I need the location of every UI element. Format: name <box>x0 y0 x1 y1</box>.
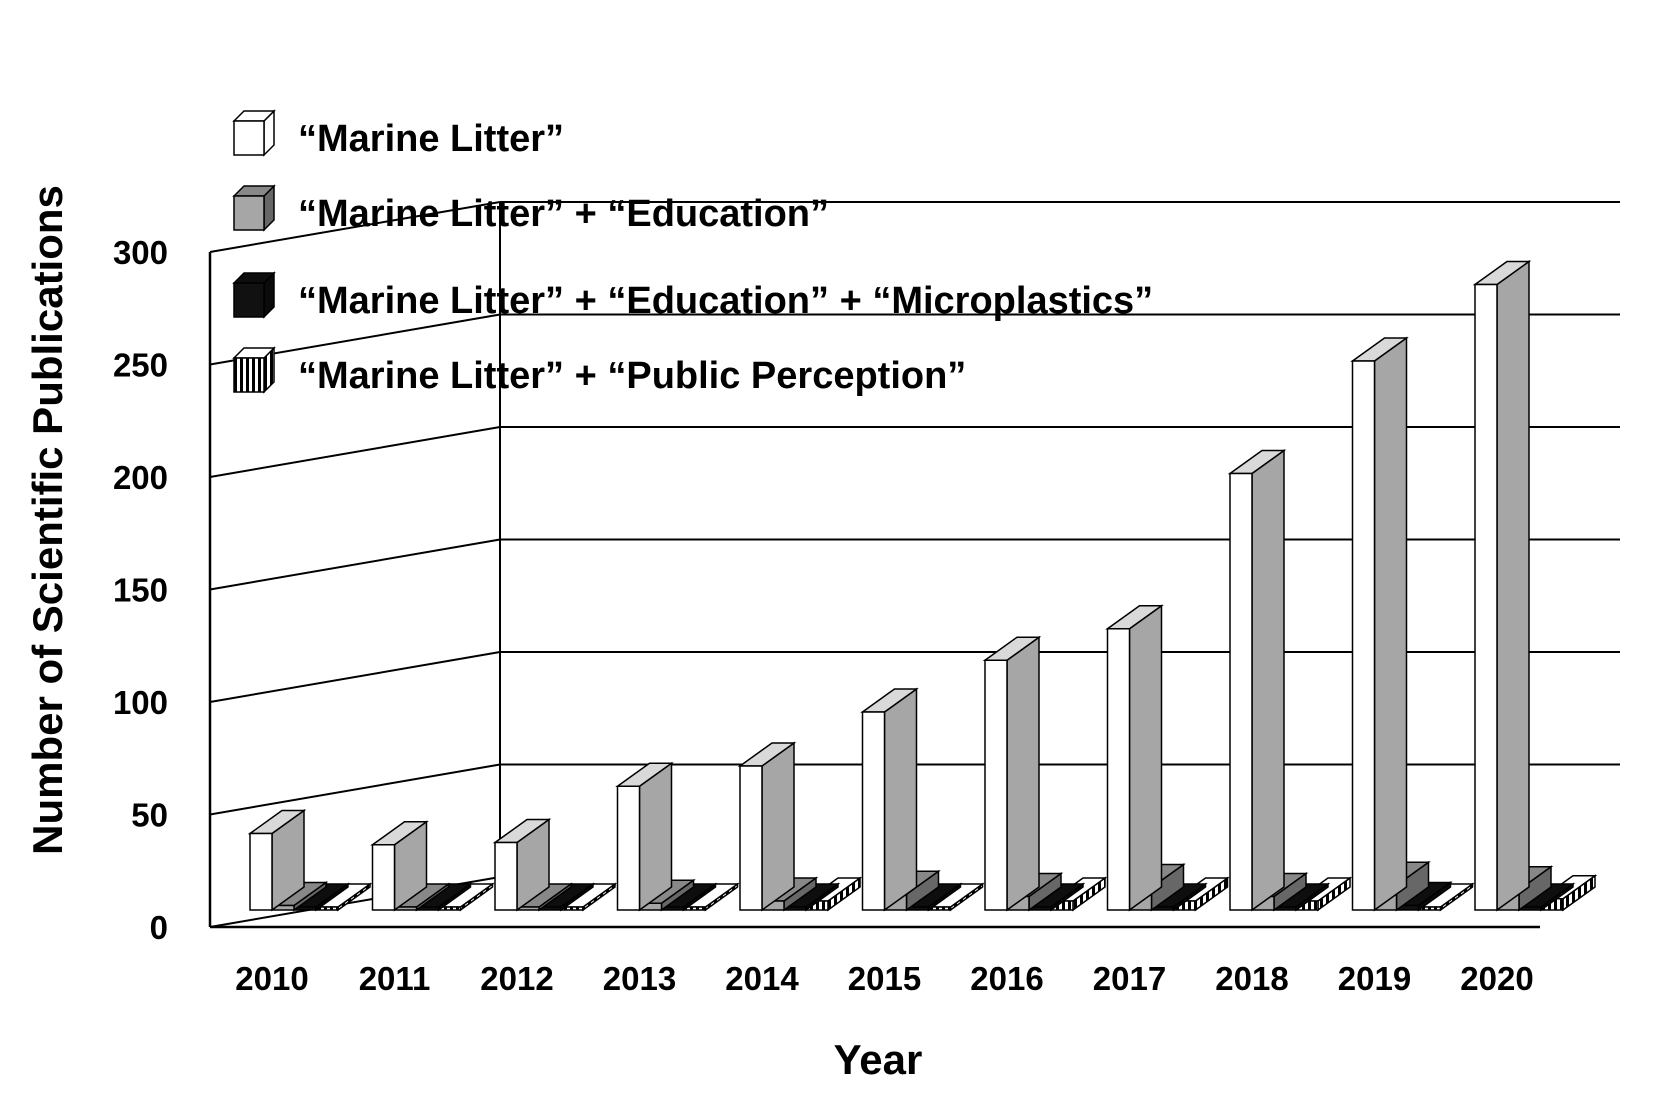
side-gridline <box>209 426 501 478</box>
bar <box>536 882 596 912</box>
side-gridline <box>209 651 501 703</box>
bar <box>514 882 574 912</box>
legend-label: “Marine Litter” + “Education” <box>298 193 829 235</box>
legend-item: “Marine Litter” + “Public Perception” <box>232 346 966 397</box>
legend-label: “Marine Litter” + “Education” + “Micropl… <box>298 280 1153 322</box>
legend-item: “Marine Litter” + “Education” + “Micropl… <box>232 271 1153 322</box>
bar <box>313 882 373 912</box>
y-tick-label: 250 <box>113 347 168 384</box>
bar <box>558 882 618 912</box>
bar <box>1516 882 1576 912</box>
side-gridline <box>209 201 501 253</box>
x-tick-label: 2013 <box>603 960 676 997</box>
bar <box>1227 449 1287 912</box>
x-tick-label: 2015 <box>848 960 921 997</box>
side-gridline <box>209 538 501 591</box>
legend-swatch <box>232 346 276 394</box>
x-tick-label: 2019 <box>1338 960 1411 997</box>
y-tick-label: 200 <box>113 459 168 496</box>
x-tick-labels: 2010 2011 2012 2013 2014 2015 2016 2017 2018 2019… <box>235 960 1533 997</box>
x-axis-title: Year <box>834 1036 923 1083</box>
legend-swatch <box>232 271 276 319</box>
chart-bars <box>247 260 1598 912</box>
y-tick-labels: 0 50 100 150 200 250 300 <box>113 234 168 946</box>
x-tick-label: 2017 <box>1093 960 1166 997</box>
x-tick-label: 2016 <box>970 960 1043 997</box>
bar <box>860 687 919 912</box>
legend-swatch <box>232 109 276 157</box>
bar <box>392 882 451 912</box>
legend: “Marine Litter” “Marine Litter” + “Educat… <box>232 109 1153 397</box>
x-tick-label: 2020 <box>1460 960 1533 997</box>
y-tick-label: 50 <box>131 797 168 834</box>
x-tick-label: 2012 <box>480 960 553 997</box>
bar <box>1149 882 1208 912</box>
y-tick-label: 0 <box>150 909 168 946</box>
x-tick-label: 2010 <box>235 960 308 997</box>
y-tick-label: 300 <box>113 234 168 271</box>
x-tick-label: 2011 <box>359 960 431 997</box>
y-tick-label: 100 <box>113 684 168 721</box>
bar <box>1350 336 1409 912</box>
bar <box>681 882 740 912</box>
y-tick-label: 150 <box>113 572 168 609</box>
x-tick-label: 2014 <box>725 960 799 997</box>
bar <box>737 741 797 912</box>
bar <box>659 882 718 912</box>
bar <box>1472 260 1532 912</box>
legend-item: “Marine Litter” + “Education” <box>232 184 829 235</box>
bar <box>370 820 429 912</box>
side-gridline <box>209 763 501 816</box>
legend-label: “Marine Litter” + “Public Perception” <box>298 355 966 397</box>
bar <box>1105 604 1164 912</box>
y-axis-title: Number of Scientific Publications <box>24 185 71 855</box>
x-tick-label: 2018 <box>1215 960 1288 997</box>
bar <box>904 882 963 912</box>
legend-swatch <box>232 184 276 232</box>
bar <box>492 818 552 912</box>
bar <box>615 761 674 912</box>
bar <box>247 809 307 912</box>
legend-label: “Marine Litter” <box>298 118 564 160</box>
legend-item: “Marine Litter” <box>232 109 564 160</box>
bar <box>982 635 1042 912</box>
